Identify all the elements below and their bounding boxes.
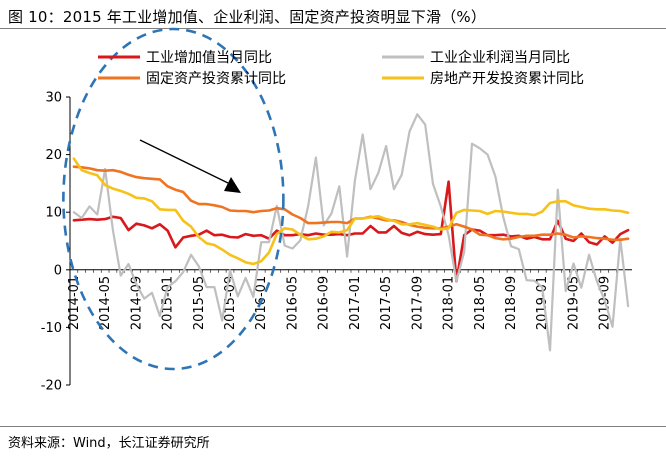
x-tick-label: 2014-01: [67, 276, 82, 330]
series-line-2: [72, 113, 630, 352]
y-tick-label: -20: [41, 379, 62, 394]
series-line-1: [72, 180, 630, 283]
source-note: 资料来源：Wind，长江证券研究所: [8, 436, 210, 451]
y-tick-label: 0: [54, 263, 62, 278]
legend-label-2: 工业企业利润当月同比: [430, 49, 570, 66]
source-rule: [0, 426, 666, 427]
trend-arrow-head: [224, 177, 241, 193]
series-line-3: [72, 165, 630, 242]
x-tick-label: 2018-01: [442, 276, 457, 330]
x-tick-label: 2017-09: [410, 276, 425, 330]
legend-label-1: 工业增加值当月同比: [146, 50, 272, 66]
title-rule: [0, 28, 666, 29]
series-line-4: [72, 157, 630, 266]
x-tick-label: 2017-01: [348, 276, 363, 330]
x-tick-label: 2019-05: [566, 276, 581, 330]
trend-arrow-line: [139, 139, 229, 184]
legend-label-4: 房地产开发投资累计同比: [430, 71, 584, 87]
x-tick-label: 2018-09: [504, 276, 519, 330]
y-tick-label: -10: [41, 321, 62, 336]
y-tick-label: 10: [45, 206, 62, 221]
x-tick-label: 2015-01: [161, 276, 176, 330]
x-tick-label: 2017-05: [379, 276, 394, 330]
legend-label-3: 固定资产投资累计同比: [146, 71, 286, 87]
x-tick-label: 2016-05: [285, 276, 300, 330]
x-tick-label: 2015-05: [192, 276, 207, 330]
x-tick-label: 2016-09: [317, 276, 332, 330]
x-tick-label: 2014-05: [98, 276, 113, 330]
figure-title: 图 10：2015 年工业增加值、企业利润、固定资产投资明显下滑（%）: [8, 8, 487, 26]
y-tick-label: 20: [45, 148, 62, 163]
x-tick-label: 2014-09: [129, 276, 144, 330]
y-tick-label: 30: [45, 91, 62, 106]
highlight-ellipse: [62, 27, 285, 371]
x-tick-label: 2018-05: [473, 276, 488, 330]
